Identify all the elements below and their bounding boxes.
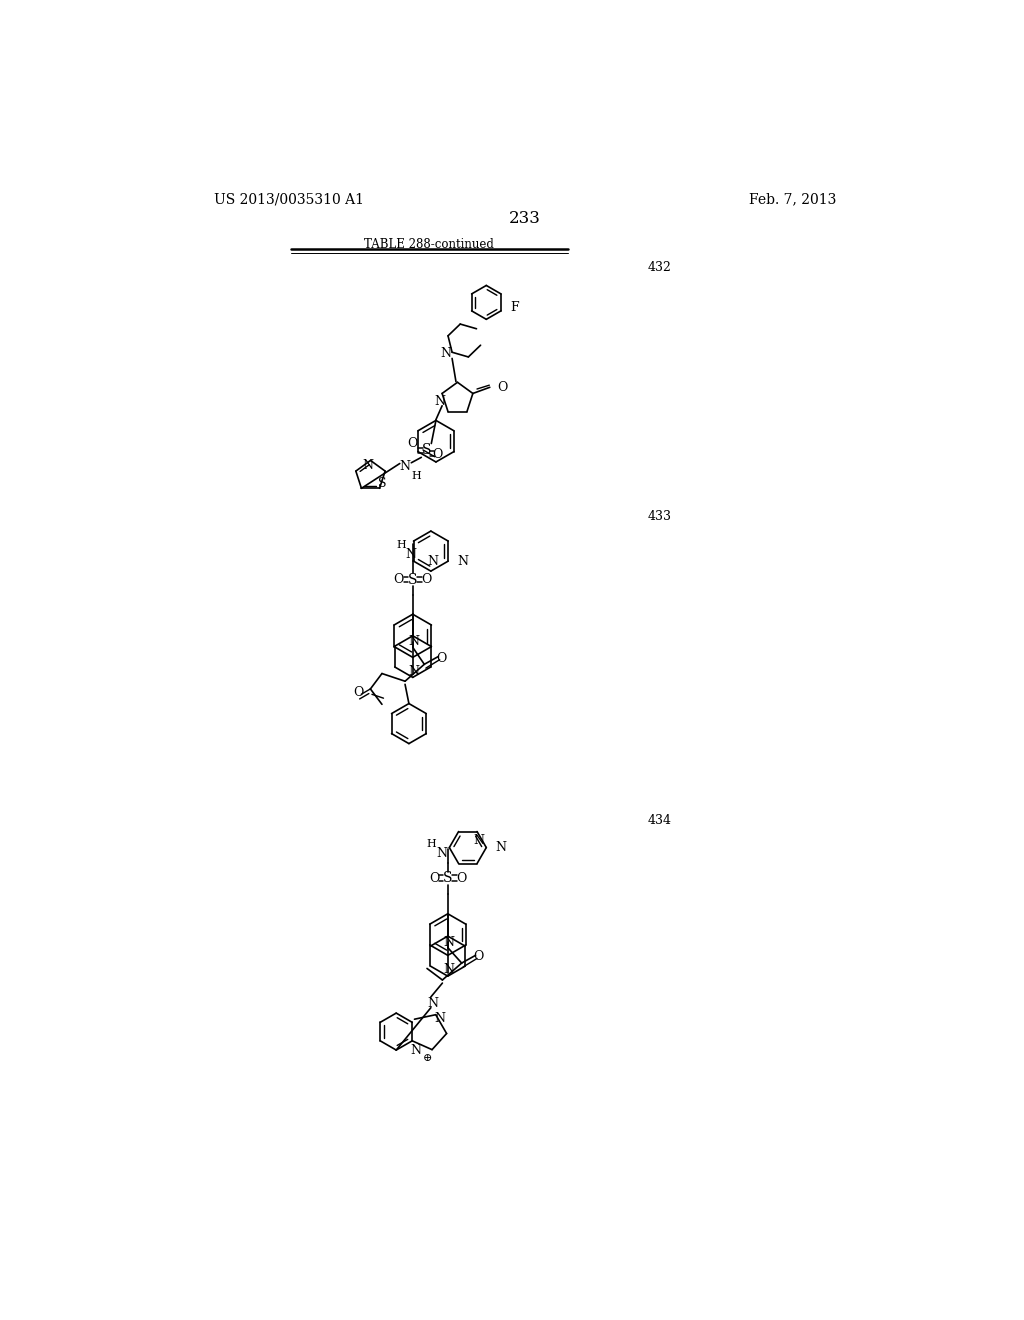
Text: N: N: [409, 665, 420, 677]
Text: N: N: [496, 841, 507, 854]
Text: Feb. 7, 2013: Feb. 7, 2013: [749, 193, 836, 206]
Text: N: N: [434, 395, 445, 408]
Text: 432: 432: [648, 261, 672, 275]
Text: N: N: [443, 936, 455, 949]
Text: H: H: [426, 838, 436, 849]
Text: O: O: [498, 380, 508, 393]
Text: N: N: [411, 1044, 422, 1056]
Text: N: N: [440, 347, 452, 360]
Text: O: O: [429, 871, 439, 884]
Text: S: S: [379, 478, 387, 490]
Text: O: O: [353, 686, 365, 700]
Text: US 2013/0035310 A1: US 2013/0035310 A1: [214, 193, 364, 206]
Text: O: O: [432, 447, 442, 461]
Text: O: O: [422, 573, 432, 586]
Text: N: N: [409, 635, 420, 648]
Text: S: S: [408, 573, 418, 586]
Text: N: N: [473, 834, 484, 847]
Text: 233: 233: [509, 210, 541, 227]
Text: O: O: [473, 950, 483, 964]
Text: S: S: [443, 871, 453, 886]
Text: H: H: [411, 471, 421, 480]
Text: N: N: [361, 458, 373, 471]
Text: N: N: [458, 554, 468, 568]
Text: O: O: [457, 871, 467, 884]
Text: O: O: [436, 652, 446, 665]
Text: N: N: [406, 548, 417, 561]
Text: O: O: [393, 573, 404, 586]
Text: O: O: [408, 437, 418, 450]
Text: N: N: [427, 556, 438, 569]
Text: N: N: [399, 461, 411, 473]
Text: N: N: [436, 847, 447, 861]
Text: 433: 433: [648, 510, 672, 523]
Text: N: N: [427, 997, 438, 1010]
Text: S: S: [422, 442, 431, 457]
Text: F: F: [510, 301, 519, 314]
Text: H: H: [396, 540, 407, 550]
Text: 434: 434: [648, 814, 672, 828]
Text: ⊕: ⊕: [423, 1053, 432, 1063]
Text: N: N: [443, 964, 455, 977]
Text: TABLE 288-continued: TABLE 288-continued: [365, 238, 495, 251]
Text: N: N: [434, 1012, 445, 1026]
